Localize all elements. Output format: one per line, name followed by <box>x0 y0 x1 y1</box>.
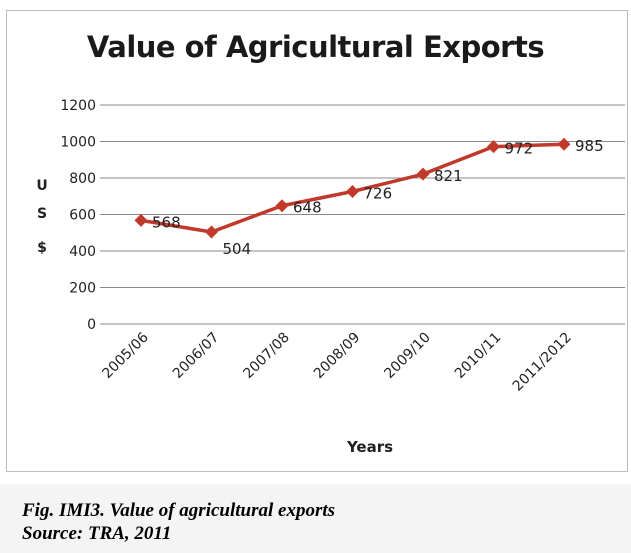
chart-title: Value of Agricultural Exports <box>86 30 545 64</box>
data-markers <box>134 137 571 239</box>
y-tick-labels: 0 200 400 600 800 1000 1200 <box>60 98 96 333</box>
data-point-marker <box>557 137 571 151</box>
x-tick-label: 2005/06 <box>99 329 152 382</box>
y-axis-label-part: U <box>36 178 47 194</box>
x-tick-label: 2011/2012 <box>510 330 575 395</box>
data-label: 504 <box>223 240 252 258</box>
x-tick-label: 2009/10 <box>381 330 433 382</box>
data-label: 568 <box>152 213 181 231</box>
y-axis-label-part: $ <box>37 240 47 256</box>
x-tick-label: 2010/11 <box>452 330 504 382</box>
data-label: 726 <box>364 185 393 203</box>
x-tick-label: 2008/09 <box>311 330 363 382</box>
x-tick-label: 2007/08 <box>240 330 292 382</box>
chart-frame <box>6 10 628 472</box>
x-tick-label: 2006/07 <box>170 330 222 382</box>
data-point-marker <box>487 140 500 154</box>
y-tick-label: 1000 <box>60 135 96 151</box>
data-point-marker <box>346 185 359 199</box>
data-point-marker <box>416 167 430 181</box>
data-label: 985 <box>575 137 604 155</box>
y-axis-label: US $ <box>36 178 47 256</box>
data-label: 821 <box>434 167 463 185</box>
figure-caption: Fig. IMI3. Value of agricultural exports <box>22 500 336 521</box>
grid-lines <box>100 104 625 325</box>
data-label: 648 <box>293 199 322 217</box>
line-chart: 0 200 400 600 800 1000 1200 2005/06 2006/07 2007… <box>36 98 625 456</box>
y-tick-label: 400 <box>69 244 96 260</box>
caption-band <box>0 484 631 553</box>
data-point-marker <box>275 199 289 213</box>
data-point-marker <box>134 213 148 227</box>
x-tick-labels: 2005/06 2006/07 2007/08 2008/09 2009/10 2010/… <box>99 329 574 394</box>
figure-source: Source: TRA, 2011 <box>22 523 172 544</box>
y-tick-label: 1200 <box>60 98 96 114</box>
data-point-marker <box>205 225 218 239</box>
x-axis-label: Years <box>346 438 393 456</box>
y-tick-label: 600 <box>69 208 96 224</box>
y-tick-label: 0 <box>87 317 96 333</box>
y-tick-label: 800 <box>69 171 96 187</box>
data-label: 972 <box>505 140 534 158</box>
data-labels: 568 504 648 726 821 972 985 <box>152 137 604 258</box>
y-axis-label-part: S <box>37 206 47 222</box>
y-tick-label: 200 <box>69 281 96 297</box>
